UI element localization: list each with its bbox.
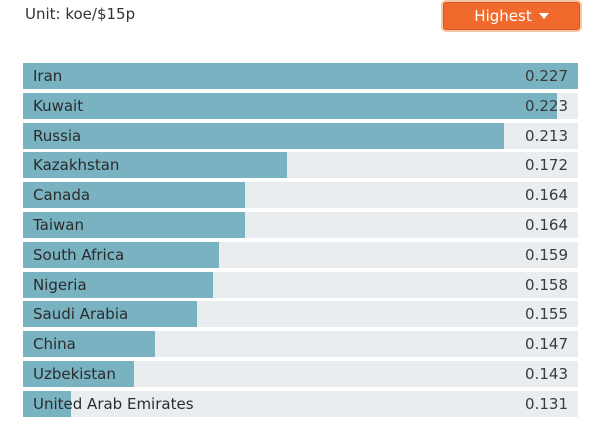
unit-label: Unit: koe/$15p bbox=[25, 5, 136, 23]
bar-label: Iran bbox=[33, 67, 63, 85]
sort-dropdown-button[interactable]: Highest bbox=[443, 2, 580, 30]
bar-label: Taiwan bbox=[33, 215, 85, 234]
bar bbox=[23, 301, 198, 328]
bar-label: China bbox=[33, 335, 76, 354]
bar-row: Canada 0.164 bbox=[23, 182, 578, 209]
bar-value-label: 0.143 bbox=[525, 364, 568, 383]
bar-value-label: 0.164 bbox=[525, 215, 568, 234]
bar bbox=[23, 241, 219, 268]
bar-row: Saudi Arabia 0.155 bbox=[23, 301, 578, 328]
bar bbox=[23, 182, 245, 209]
bar-row: Taiwan 0.164 bbox=[23, 211, 578, 238]
caret-down-icon bbox=[538, 13, 549, 19]
bar-row: China 0.147 bbox=[23, 331, 578, 358]
bar-label: Kuwait bbox=[33, 96, 84, 115]
bar-label: Nigeria bbox=[33, 275, 87, 294]
bar-label: Russia bbox=[33, 126, 82, 145]
bar bbox=[23, 390, 71, 417]
bar-value-label: 0.227 bbox=[525, 67, 568, 85]
bar-row: Iran 0.227 bbox=[23, 63, 578, 89]
bar-row: Uzbekistan 0.143 bbox=[23, 360, 578, 387]
bar bbox=[23, 271, 214, 298]
bar-row: United Arab Emirates 0.131 bbox=[23, 390, 578, 417]
bar-row: Kazakhstan 0.172 bbox=[23, 152, 578, 179]
bar bbox=[23, 63, 578, 89]
bar-row: Kuwait 0.223 bbox=[23, 92, 578, 119]
bar bbox=[23, 122, 504, 149]
bar-label: South Africa bbox=[33, 245, 125, 264]
bar bbox=[23, 360, 134, 387]
bar-label: United Arab Emirates bbox=[33, 394, 194, 413]
bar-row: Russia 0.213 bbox=[23, 122, 578, 149]
bar bbox=[23, 211, 245, 238]
bar-row: Nigeria 0.158 bbox=[23, 271, 578, 298]
bar-value-label: 0.164 bbox=[525, 186, 568, 205]
bar-value-label: 0.159 bbox=[525, 245, 568, 264]
bar-chart: Iran 0.227 Kuwait 0.223 Russia 0.213 Kazakhsta… bbox=[23, 63, 578, 421]
sort-button-label: Highest bbox=[474, 7, 532, 25]
bar-label: Saudi Arabia bbox=[33, 305, 129, 324]
bar-value-label: 0.155 bbox=[525, 305, 568, 324]
bar-label: Uzbekistan bbox=[33, 364, 116, 383]
bar-label: Canada bbox=[33, 186, 91, 205]
bar-value-label: 0.172 bbox=[525, 156, 568, 175]
bar-value-label: 0.213 bbox=[525, 126, 568, 145]
bar bbox=[23, 152, 288, 179]
bar-label: Kazakhstan bbox=[33, 156, 120, 175]
bar-value-label: 0.147 bbox=[525, 335, 568, 354]
bar-value-label: 0.158 bbox=[525, 275, 568, 294]
bar bbox=[23, 92, 557, 119]
bar-value-label: 0.131 bbox=[525, 394, 568, 413]
bar bbox=[23, 331, 156, 358]
bar-row: South Africa 0.159 bbox=[23, 241, 578, 268]
bar-value-label: 0.223 bbox=[525, 96, 568, 115]
